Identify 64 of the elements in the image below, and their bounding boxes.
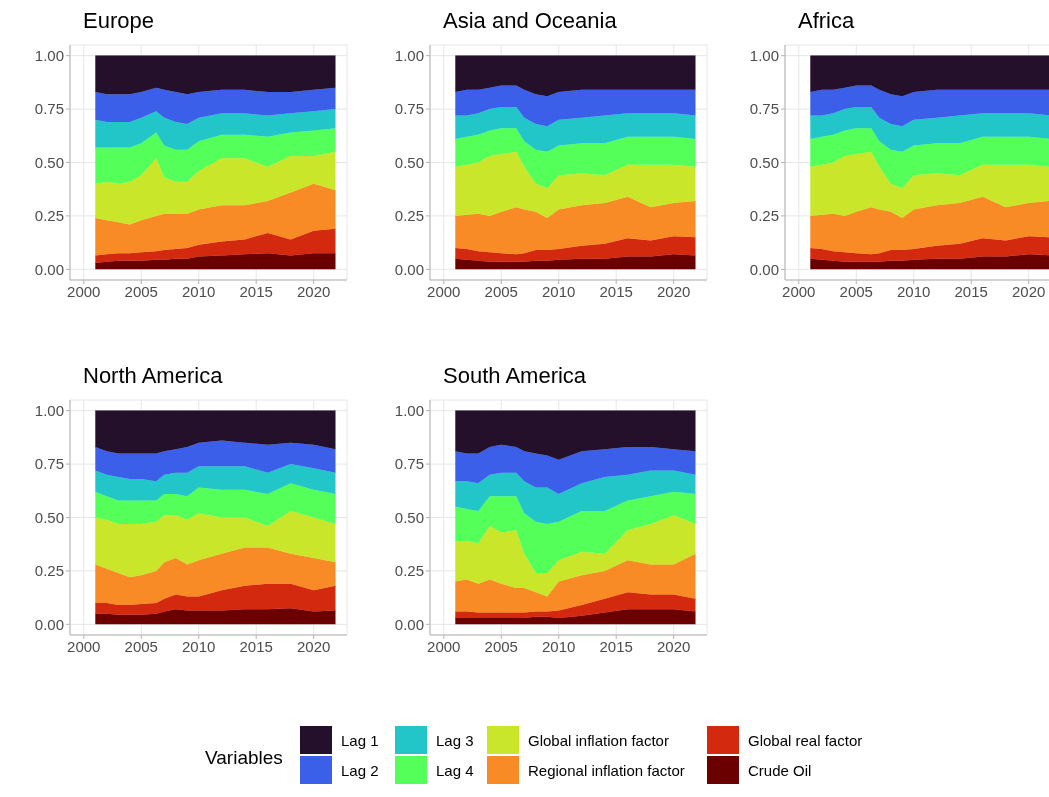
y-tick-label: 0.25	[394, 207, 424, 225]
legend-label: Global real factor	[748, 731, 863, 749]
x-tick-label: 2020	[296, 282, 331, 300]
x-tick-label: 2020	[296, 637, 331, 655]
y-tick-label: 0.25	[394, 562, 424, 580]
y-tick-label: 0.75	[34, 455, 64, 473]
x-tick-label: 2000	[427, 282, 461, 300]
x-tick-label: 2015	[599, 637, 633, 655]
y-tick-label: 0.50	[394, 508, 424, 526]
chart-title: Europe	[83, 8, 154, 34]
x-tick-label: 2005	[484, 637, 518, 655]
legend-label: Regional inflation factor	[528, 761, 685, 779]
legend-label: Global inflation factor	[528, 731, 669, 749]
x-tick-label: 2005	[124, 637, 158, 655]
y-tick-label: 0.00	[394, 615, 424, 633]
y-tick-label: 0.00	[749, 260, 779, 278]
x-tick-label: 2000	[67, 282, 101, 300]
y-tick-label: 0.25	[34, 562, 64, 580]
legend-title: Variables	[205, 747, 283, 769]
x-tick-label: 2020	[656, 637, 691, 655]
y-tick-label: 0.75	[34, 100, 64, 118]
legend-label: Lag 2	[341, 761, 379, 779]
x-tick-label: 2005	[839, 282, 873, 300]
y-tick-label: 0.50	[34, 508, 64, 526]
x-tick-label: 2015	[954, 282, 988, 300]
y-tick-label: 0.00	[34, 260, 64, 278]
y-tick-label: 1.00	[34, 47, 64, 65]
y-tick-label: 0.25	[749, 207, 779, 225]
y-tick-label: 0.00	[394, 260, 424, 278]
y-tick-label: 1.00	[394, 402, 424, 420]
x-tick-label: 2015	[239, 637, 273, 655]
x-tick-label: 2010	[897, 282, 931, 300]
y-tick-label: 1.00	[34, 402, 64, 420]
y-tick-label: 0.25	[34, 207, 64, 225]
x-tick-label: 2005	[484, 282, 518, 300]
chart-title: North America	[83, 363, 223, 389]
legend-label: Lag 1	[341, 731, 379, 749]
x-tick-label: 2015	[239, 282, 273, 300]
y-tick-label: 1.00	[749, 47, 779, 65]
y-tick-label: 1.00	[394, 47, 424, 65]
x-tick-label: 2000	[427, 637, 461, 655]
x-tick-label: 2020	[656, 282, 691, 300]
x-tick-label: 2020	[1011, 282, 1046, 300]
x-tick-label: 2005	[124, 282, 158, 300]
y-tick-label: 0.75	[394, 455, 424, 473]
y-tick-label: 0.50	[34, 153, 64, 171]
legend-label: Crude Oil	[748, 761, 812, 779]
legend-label: Lag 4	[436, 761, 474, 779]
x-tick-label: 2000	[782, 282, 816, 300]
y-tick-label: 0.50	[394, 153, 424, 171]
chart-title: Africa	[798, 8, 855, 34]
x-tick-label: 2000	[67, 637, 101, 655]
chart-title: South America	[443, 363, 587, 389]
y-tick-label: 0.50	[749, 153, 779, 171]
x-tick-label: 2015	[599, 282, 633, 300]
x-tick-label: 2010	[542, 282, 576, 300]
y-tick-label: 0.75	[394, 100, 424, 118]
x-tick-label: 2010	[182, 282, 216, 300]
y-tick-label: 0.75	[749, 100, 779, 118]
legend-label: Lag 3	[436, 731, 474, 749]
x-tick-label: 2010	[542, 637, 576, 655]
chart-title: Asia and Oceania	[443, 8, 617, 34]
y-tick-label: 0.00	[34, 615, 64, 633]
x-tick-label: 2010	[182, 637, 216, 655]
